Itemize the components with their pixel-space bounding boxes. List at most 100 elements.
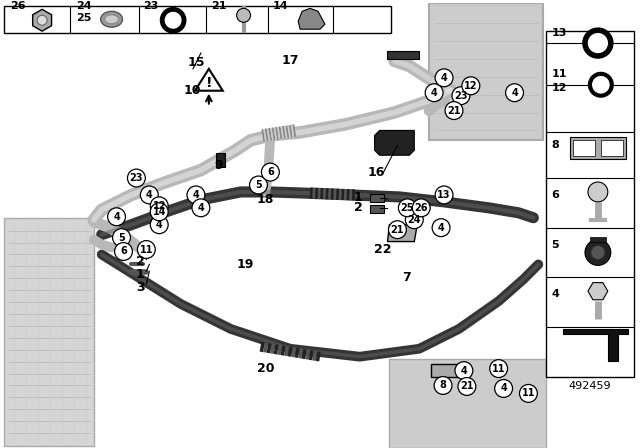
- Text: 4: 4: [431, 88, 438, 98]
- Text: 12: 12: [551, 83, 567, 93]
- Circle shape: [434, 376, 452, 394]
- Circle shape: [237, 9, 250, 22]
- Text: 18: 18: [257, 194, 274, 207]
- Text: 4: 4: [500, 383, 507, 393]
- Polygon shape: [387, 225, 417, 241]
- Circle shape: [250, 176, 268, 194]
- Text: 24: 24: [76, 1, 92, 11]
- Text: 5: 5: [118, 233, 125, 243]
- Bar: [590, 237, 606, 241]
- Bar: [390, 359, 547, 448]
- Bar: [547, 31, 634, 376]
- Text: 4: 4: [551, 289, 559, 299]
- Polygon shape: [588, 283, 608, 300]
- Polygon shape: [563, 329, 628, 361]
- Circle shape: [588, 182, 608, 202]
- Bar: [429, 4, 543, 140]
- Text: 20: 20: [257, 362, 274, 375]
- Bar: [216, 153, 225, 167]
- Text: 23: 23: [143, 1, 159, 11]
- Text: 21: 21: [390, 224, 404, 235]
- Text: 12: 12: [152, 201, 166, 211]
- Text: 9: 9: [214, 159, 223, 172]
- Circle shape: [150, 203, 168, 221]
- Text: 22: 22: [374, 243, 391, 256]
- Text: 8: 8: [551, 140, 559, 150]
- Text: 1: 1: [354, 191, 363, 204]
- Text: 8: 8: [440, 380, 447, 391]
- Text: 4: 4: [438, 223, 444, 233]
- Text: 4: 4: [461, 366, 467, 375]
- Text: 13: 13: [437, 190, 451, 200]
- Text: 3: 3: [136, 281, 145, 294]
- Ellipse shape: [100, 11, 122, 27]
- Circle shape: [435, 186, 453, 204]
- Text: 4: 4: [156, 220, 163, 230]
- Bar: [570, 138, 626, 159]
- Circle shape: [455, 362, 473, 379]
- Circle shape: [585, 30, 611, 56]
- Text: 11: 11: [551, 69, 567, 79]
- Text: 4: 4: [511, 88, 518, 98]
- Text: 5: 5: [551, 240, 559, 250]
- Text: 21: 21: [460, 381, 474, 392]
- Polygon shape: [431, 364, 461, 376]
- Circle shape: [425, 84, 443, 102]
- Text: 24: 24: [408, 215, 421, 225]
- Circle shape: [445, 102, 463, 120]
- Bar: [573, 140, 595, 156]
- Text: 4: 4: [193, 190, 199, 200]
- Circle shape: [262, 163, 279, 181]
- Circle shape: [506, 84, 524, 102]
- Text: 5: 5: [255, 180, 262, 190]
- Circle shape: [138, 241, 156, 258]
- Text: 492459: 492459: [568, 381, 611, 392]
- Polygon shape: [387, 51, 419, 59]
- Circle shape: [150, 197, 168, 215]
- Bar: [4, 218, 93, 446]
- Circle shape: [462, 77, 480, 95]
- Bar: [370, 205, 383, 213]
- Text: 16: 16: [367, 166, 385, 179]
- Text: 25: 25: [401, 203, 414, 213]
- Text: 4: 4: [146, 190, 153, 200]
- Text: 6: 6: [267, 167, 274, 177]
- Circle shape: [590, 35, 606, 51]
- Bar: [4, 6, 392, 33]
- Ellipse shape: [104, 15, 118, 24]
- Text: 2: 2: [136, 255, 145, 268]
- Text: 11: 11: [522, 388, 535, 398]
- Text: 21: 21: [447, 106, 461, 116]
- Text: 4: 4: [113, 212, 120, 222]
- Text: 4: 4: [441, 73, 447, 83]
- Text: 26: 26: [415, 203, 428, 213]
- Circle shape: [490, 360, 508, 378]
- Polygon shape: [374, 130, 414, 155]
- Circle shape: [162, 9, 184, 31]
- Circle shape: [458, 378, 476, 396]
- Circle shape: [37, 15, 47, 25]
- Circle shape: [590, 74, 612, 96]
- Circle shape: [127, 169, 145, 187]
- Text: 6: 6: [120, 246, 127, 257]
- Circle shape: [108, 208, 125, 226]
- Text: 14: 14: [152, 207, 166, 217]
- Text: 17: 17: [282, 55, 299, 68]
- Circle shape: [192, 199, 210, 217]
- Text: 13: 13: [551, 28, 566, 38]
- Circle shape: [115, 242, 132, 260]
- Text: 19: 19: [237, 258, 254, 271]
- Circle shape: [585, 240, 611, 265]
- Text: 12: 12: [464, 81, 477, 91]
- Text: 15: 15: [187, 56, 205, 69]
- Circle shape: [594, 78, 608, 92]
- Text: 2: 2: [354, 201, 363, 214]
- Circle shape: [520, 384, 538, 402]
- Text: 23: 23: [130, 173, 143, 183]
- Circle shape: [452, 87, 470, 105]
- Circle shape: [399, 199, 416, 217]
- Text: 11: 11: [140, 245, 153, 254]
- Text: 10: 10: [184, 84, 201, 97]
- Text: !: !: [205, 76, 212, 90]
- Circle shape: [591, 246, 605, 259]
